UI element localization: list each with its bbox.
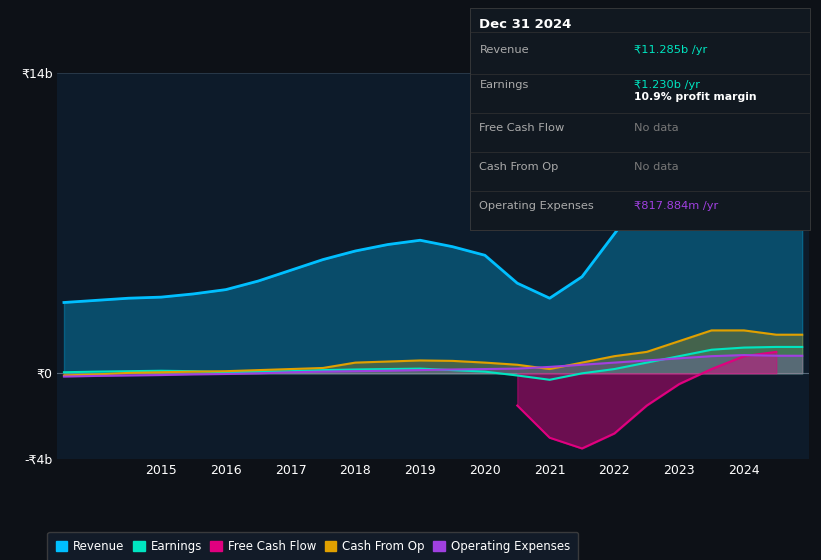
- Text: ₹817.884m /yr: ₹817.884m /yr: [634, 200, 718, 211]
- Text: ₹11.285b /yr: ₹11.285b /yr: [634, 45, 707, 55]
- Text: No data: No data: [634, 162, 678, 172]
- Text: Free Cash Flow: Free Cash Flow: [479, 123, 565, 133]
- Text: Earnings: Earnings: [479, 80, 529, 90]
- Text: Dec 31 2024: Dec 31 2024: [479, 18, 572, 31]
- Text: Cash From Op: Cash From Op: [479, 162, 559, 172]
- Text: Revenue: Revenue: [479, 45, 529, 55]
- Text: No data: No data: [634, 123, 678, 133]
- Text: ₹1.230b /yr: ₹1.230b /yr: [634, 80, 699, 90]
- Legend: Revenue, Earnings, Free Cash Flow, Cash From Op, Operating Expenses: Revenue, Earnings, Free Cash Flow, Cash …: [48, 532, 578, 560]
- Text: Operating Expenses: Operating Expenses: [479, 200, 594, 211]
- Text: 10.9% profit margin: 10.9% profit margin: [634, 92, 756, 102]
